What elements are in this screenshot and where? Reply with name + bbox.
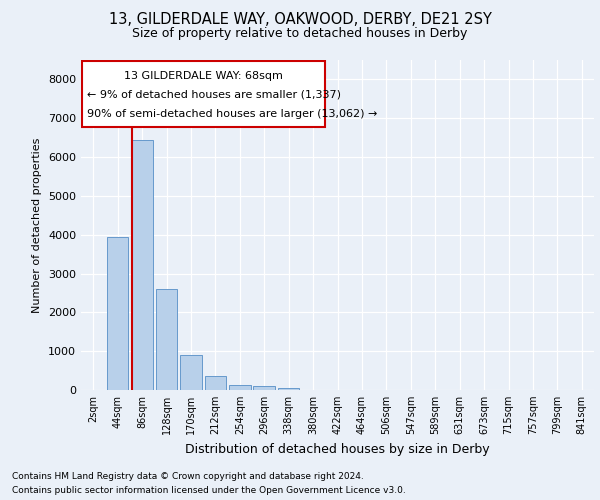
- Text: 13, GILDERDALE WAY, OAKWOOD, DERBY, DE21 2SY: 13, GILDERDALE WAY, OAKWOOD, DERBY, DE21…: [109, 12, 491, 28]
- Text: 90% of semi-detached houses are larger (13,062) →: 90% of semi-detached houses are larger (…: [87, 110, 377, 120]
- Bar: [253, 386, 275, 390]
- FancyBboxPatch shape: [82, 61, 325, 127]
- Text: Contains HM Land Registry data © Crown copyright and database right 2024.: Contains HM Land Registry data © Crown c…: [12, 472, 364, 481]
- Text: Size of property relative to detached houses in Derby: Size of property relative to detached ho…: [133, 28, 467, 40]
- Text: Contains public sector information licensed under the Open Government Licence v3: Contains public sector information licen…: [12, 486, 406, 495]
- Bar: [107, 236, 128, 390]
- Text: 13 GILDERDALE WAY: 68sqm: 13 GILDERDALE WAY: 68sqm: [124, 72, 283, 82]
- Bar: [131, 140, 153, 390]
- X-axis label: Distribution of detached houses by size in Derby: Distribution of detached houses by size …: [185, 442, 490, 456]
- Bar: [278, 388, 299, 390]
- Bar: [205, 376, 226, 390]
- Bar: [180, 355, 202, 390]
- Text: ← 9% of detached houses are smaller (1,337): ← 9% of detached houses are smaller (1,3…: [87, 89, 341, 99]
- Bar: [156, 289, 177, 390]
- Bar: [229, 385, 251, 390]
- Y-axis label: Number of detached properties: Number of detached properties: [32, 138, 43, 312]
